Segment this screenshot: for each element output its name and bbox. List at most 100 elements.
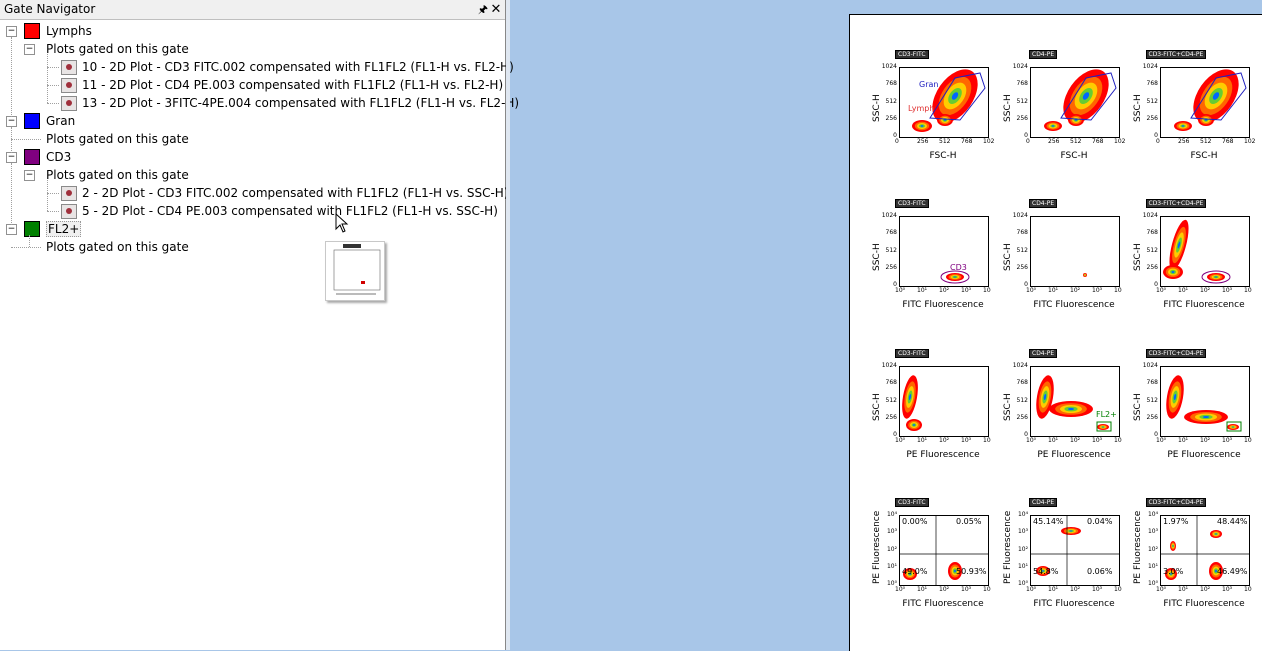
plot-name: 11 - 2D Plot - CD4 PE.003 compensated wi… <box>82 78 504 92</box>
gate-navigator-panel: Gate Navigator 🖈 ✕ − Lymphs − Plots gated o… <box>0 0 519 650</box>
close-icon[interactable]: ✕ <box>490 2 502 17</box>
y-tick-label: 10² <box>886 545 897 553</box>
x-tick-label: 10² <box>939 287 950 294</box>
expand-toggle-icon[interactable]: − <box>6 116 17 127</box>
y-tick-label: 10⁰ <box>1147 580 1158 587</box>
y-tick-label: 0 <box>1154 132 1158 139</box>
plot-item[interactable]: 11 - 2D Plot - CD4 PE.003 compensated wi… <box>0 76 504 94</box>
expand-toggle-icon[interactable]: − <box>24 44 35 55</box>
density-contour <box>1214 276 1218 278</box>
plots-gated-label: Plots gated on this gate <box>46 168 189 182</box>
x-tick-label: 10 <box>1114 586 1122 593</box>
y-tick-label: 1024 <box>1012 212 1028 219</box>
x-axis-label: FITC Fluorescence <box>1033 300 1115 310</box>
x-tick-label: 102 <box>983 138 995 145</box>
chart-2-0: CD3-FITC SSC-H PE Fluorescence 1024 768 512 25… <box>850 349 991 474</box>
gate-row-gran[interactable]: − Gran <box>0 112 500 130</box>
y-tick-label: 1024 <box>1142 362 1158 369</box>
gate-outline <box>1060 72 1117 121</box>
x-tick-label: 10¹ <box>1178 586 1189 593</box>
x-axis-label: FITC Fluorescence <box>1163 300 1245 310</box>
plot-2d-icon <box>61 204 77 219</box>
gate-color-swatch <box>24 23 40 39</box>
y-tick-label: 768 <box>1016 379 1028 387</box>
plot-name: 5 - 2D Plot - CD4 PE.003 compensated wit… <box>82 204 498 218</box>
x-tick-label: 256 <box>1178 138 1190 145</box>
x-tick-label: 10⁰ <box>1026 437 1037 444</box>
expand-toggle-icon[interactable]: − <box>6 224 17 235</box>
gate-row-fl2[interactable]: − FL2+ <box>0 220 500 238</box>
gate-name: CD3 <box>46 150 72 164</box>
plots-gated-header[interactable]: Plots gated on this gate <box>0 238 500 256</box>
x-tick-label: 768 <box>1092 138 1104 145</box>
x-tick-label: 0 <box>895 138 899 145</box>
x-tick-label: 10¹ <box>917 586 928 593</box>
y-tick-label: 512 <box>885 246 897 254</box>
gate-row-cd3[interactable]: − CD3 <box>0 148 500 166</box>
x-tick-label: 10² <box>939 586 950 593</box>
expand-toggle-icon[interactable]: − <box>6 152 17 163</box>
plots-gated-header[interactable]: − Plots gated on this gate <box>0 40 500 58</box>
y-tick-label: 10³ <box>1017 528 1028 536</box>
gate-outline <box>1190 72 1247 121</box>
x-tick-label: 10¹ <box>1048 287 1059 294</box>
plot-item[interactable]: 2 - 2D Plot - CD3 FITC.002 compensated w… <box>0 184 509 202</box>
density-contour <box>920 125 924 127</box>
gate-color-swatch <box>24 149 40 165</box>
expand-toggle-icon[interactable]: − <box>24 170 35 181</box>
density-contour <box>1084 274 1086 276</box>
chart-1-1: CD4-PE SSC-H FITC Fluorescence 1024 768 512 25… <box>981 199 1122 324</box>
x-tick-label: 10⁰ <box>1156 287 1167 294</box>
plots-gated-header[interactable]: Plots gated on this gate <box>0 130 500 148</box>
gate-outline <box>1201 270 1231 284</box>
y-tick-label: 1024 <box>1012 63 1028 70</box>
plot-name: 2 - 2D Plot - CD3 FITC.002 compensated w… <box>82 186 509 200</box>
y-tick-label: 10¹ <box>1147 562 1158 570</box>
tree-connector <box>11 37 12 117</box>
y-tick-label: 1024 <box>1142 63 1158 70</box>
gate-label: Lymph <box>908 104 935 113</box>
pin-icon[interactable]: 🖈 <box>477 3 489 16</box>
plot-item[interactable]: 10 - 2D Plot - CD3 FITC.002 compensated … <box>0 58 514 76</box>
x-tick-label: 10 <box>1244 437 1252 444</box>
x-tick-label: 10³ <box>961 586 972 593</box>
x-tick-label: 10² <box>939 437 950 444</box>
plot-item[interactable]: 5 - 2D Plot - CD4 PE.003 compensated wit… <box>0 202 500 220</box>
panel-splitter[interactable] <box>506 0 510 650</box>
density-contour <box>1177 241 1181 249</box>
x-tick-label: 10 <box>983 586 991 593</box>
plot-area <box>1160 67 1250 138</box>
plot-item[interactable]: 13 - 2D Plot - 3FITC-4PE.004 compensated… <box>0 94 519 112</box>
y-tick-label: 0 <box>893 132 897 139</box>
density-plot <box>1161 516 1249 585</box>
density-contour <box>1212 92 1220 100</box>
y-tick-label: 10³ <box>886 528 897 536</box>
gate-color-swatch <box>24 113 40 129</box>
plots-gated-header[interactable]: − Plots gated on this gate <box>0 166 500 184</box>
x-tick-label: 10³ <box>1222 287 1233 294</box>
y-tick-label: 512 <box>1016 396 1028 404</box>
x-axis-label: FITC Fluorescence <box>902 599 984 609</box>
plot-name: 10 - 2D Plot - CD3 FITC.002 compensated … <box>82 60 514 74</box>
x-tick-label: 10³ <box>1092 586 1103 593</box>
density-contour <box>912 424 916 426</box>
density-plot <box>912 69 986 132</box>
plot-2d-icon <box>61 78 77 93</box>
layout-page: CD3-FITC SSC-H FSC-H 1024 768 512 256 0 0 256 512 7… <box>849 14 1262 651</box>
tree-connector <box>29 235 30 247</box>
thumbnail-plot <box>333 244 381 295</box>
x-tick-label: 10³ <box>1092 287 1103 294</box>
plots-gated-label: Plots gated on this gate <box>46 42 189 56</box>
tree-connector <box>11 247 41 248</box>
plots-gated-label: Plots gated on this gate <box>46 132 189 146</box>
chart-title: CD4-PE <box>1029 349 1058 358</box>
density-contour <box>1170 573 1172 575</box>
y-tick-label: 1024 <box>881 362 897 369</box>
gate-row-lymphs[interactable]: − Lymphs <box>0 22 500 40</box>
tree-connector <box>47 67 59 68</box>
x-tick-label: 256 <box>917 138 929 145</box>
x-tick-label: 10² <box>1200 586 1211 593</box>
density-contour <box>1202 416 1210 418</box>
x-tick-label: 10⁰ <box>1156 586 1167 593</box>
expand-toggle-icon[interactable]: − <box>6 26 17 37</box>
